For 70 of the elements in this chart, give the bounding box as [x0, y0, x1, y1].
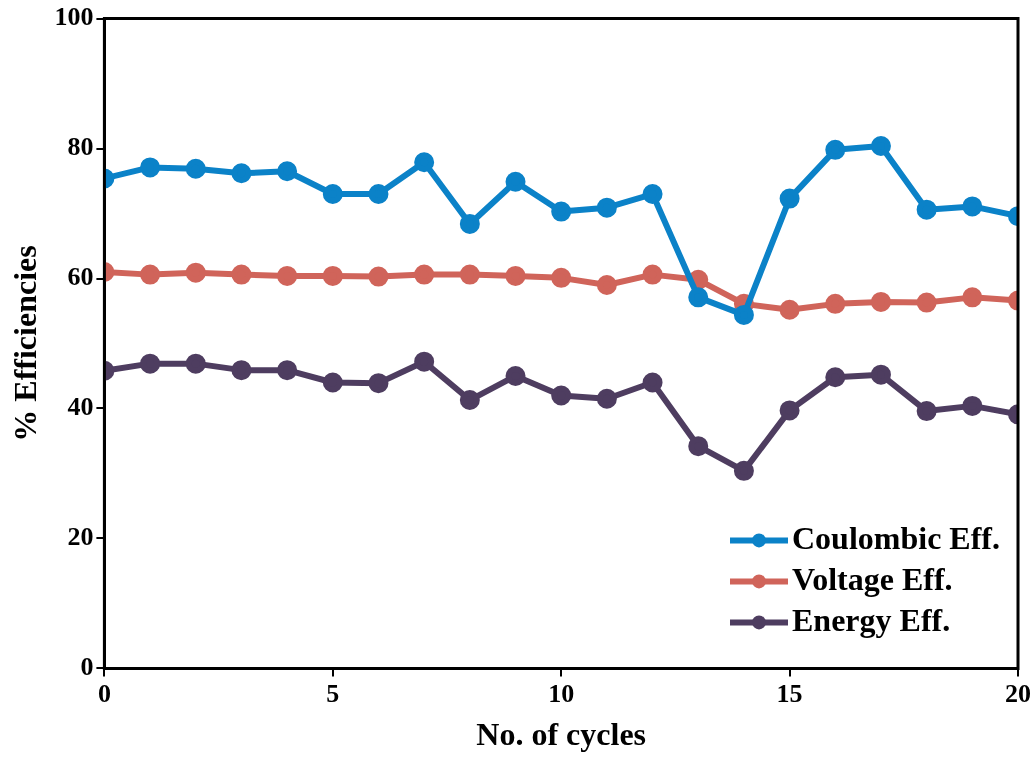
point [277, 360, 298, 381]
point [551, 267, 572, 288]
x-axis-title: No. of cycles [476, 716, 647, 753]
legend-label: Energy Eff. [792, 601, 951, 638]
point [185, 158, 206, 179]
point [140, 264, 161, 285]
point [596, 275, 617, 296]
point [916, 199, 937, 220]
x-tick-label: 5 [326, 678, 340, 708]
point [551, 201, 572, 222]
point [779, 188, 800, 209]
point [870, 364, 891, 385]
point [825, 293, 846, 314]
legend-label: Voltage Eff. [792, 560, 953, 597]
point [368, 373, 389, 394]
point [459, 213, 480, 234]
point [505, 265, 526, 286]
point [414, 264, 435, 285]
y-tick-label: 20 [67, 522, 94, 552]
point [733, 460, 754, 481]
point [277, 161, 298, 182]
y-tick-label: 0 [80, 652, 94, 682]
point [231, 264, 252, 285]
point [688, 287, 709, 308]
point [916, 292, 937, 313]
point [505, 365, 526, 386]
point [825, 367, 846, 388]
point [596, 197, 617, 218]
point [322, 372, 343, 393]
legend-label: Coulombic Eff. [792, 519, 1000, 556]
point [414, 152, 435, 173]
point [231, 163, 252, 184]
point [185, 262, 206, 283]
y-tick-label: 40 [67, 392, 94, 422]
point [459, 390, 480, 411]
point [322, 184, 343, 205]
point [962, 287, 983, 308]
x-tick-label: 10 [548, 678, 575, 708]
point [459, 264, 480, 285]
x-tick-label: 15 [776, 678, 803, 708]
point [733, 304, 754, 325]
point [962, 395, 983, 416]
point [505, 171, 526, 192]
point [916, 401, 937, 422]
point [551, 385, 572, 406]
point [870, 291, 891, 312]
point [322, 265, 343, 286]
y-tick-label: 60 [67, 262, 94, 292]
point [779, 400, 800, 421]
point [140, 157, 161, 178]
y-tick-label: 80 [67, 132, 94, 162]
point [870, 135, 891, 156]
point [414, 351, 435, 372]
point [140, 353, 161, 374]
point [642, 264, 663, 285]
point [231, 360, 252, 381]
point [596, 388, 617, 409]
x-tick-label: 20 [1005, 678, 1031, 708]
point [642, 372, 663, 393]
y-tick-label: 100 [54, 2, 94, 32]
point [368, 184, 389, 205]
point [642, 184, 663, 205]
point [962, 196, 983, 217]
y-axis-title: % Efficiencies [7, 245, 44, 442]
point [185, 353, 206, 374]
point [368, 266, 389, 287]
point [779, 299, 800, 320]
point [688, 436, 709, 457]
point [277, 265, 298, 286]
point [825, 139, 846, 160]
